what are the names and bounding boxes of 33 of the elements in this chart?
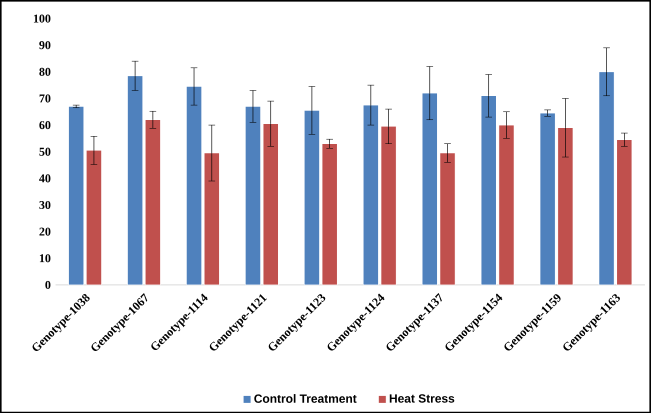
- bar: [245, 106, 261, 285]
- bar: [262, 123, 279, 285]
- y-tick-label: 40: [39, 174, 50, 182]
- bar: [186, 86, 202, 285]
- y-tick-label: 90: [39, 40, 50, 50]
- y-tick-label: 30: [39, 200, 50, 209]
- bar: [380, 126, 396, 285]
- bar: [558, 127, 574, 285]
- y-tick-label: 20: [39, 227, 50, 236]
- y-tick-label: 100: [34, 14, 50, 22]
- bar: [86, 150, 102, 285]
- bar: [68, 106, 84, 285]
- bar: [204, 152, 220, 285]
- y-tick-label: 0: [45, 280, 50, 289]
- bar: [540, 112, 556, 285]
- bar: [616, 139, 632, 285]
- legend-label: Control Treatment: [254, 394, 357, 403]
- bar: [480, 95, 497, 285]
- y-tick-label: 70: [40, 94, 50, 102]
- y-tick-label: 80: [39, 68, 50, 76]
- legend-label: Heat Stress: [390, 394, 454, 403]
- y-tick-label: 60: [39, 120, 50, 129]
- bar: [498, 124, 514, 285]
- y-tick-label: 50: [39, 148, 50, 156]
- bar: [422, 92, 438, 285]
- bar: [304, 110, 320, 285]
- bar: [127, 75, 143, 285]
- bar: [363, 104, 379, 285]
- y-tick-label: 10: [40, 254, 50, 262]
- bar: [598, 71, 614, 285]
- bar: [145, 119, 161, 285]
- bar: [322, 143, 338, 285]
- bar: [440, 152, 456, 285]
